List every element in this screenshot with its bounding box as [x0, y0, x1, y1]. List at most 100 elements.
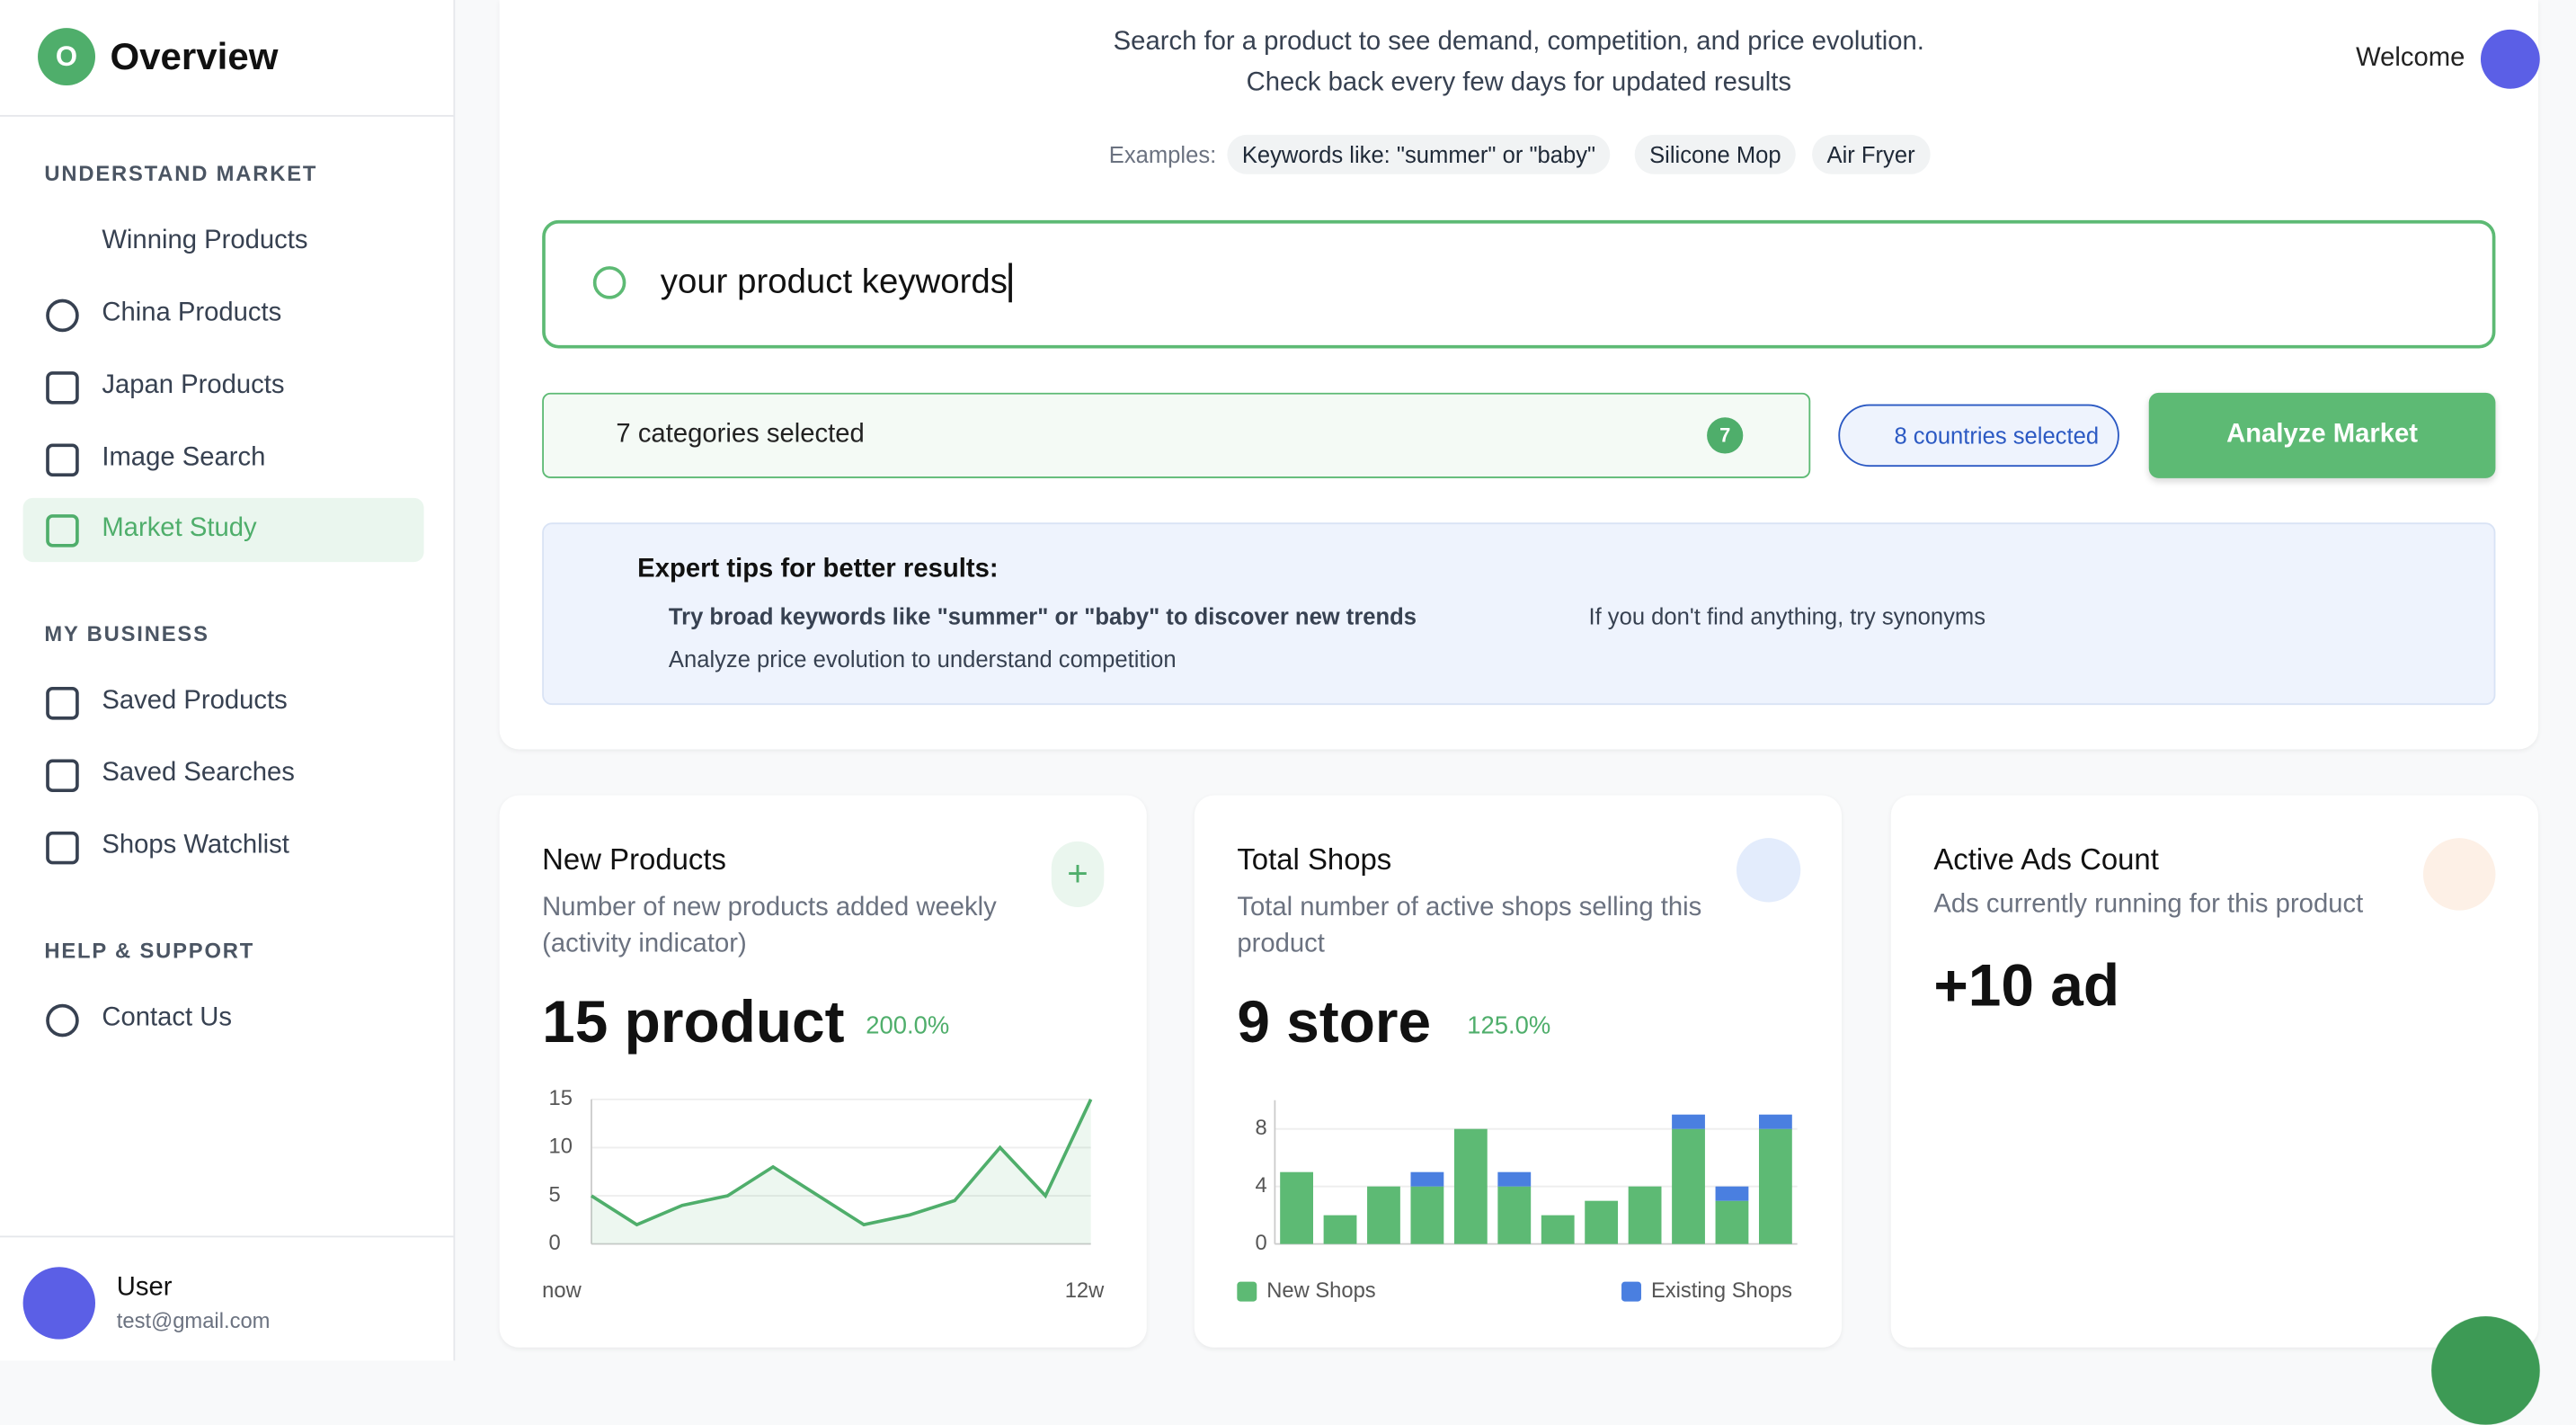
divider: [0, 114, 454, 117]
bar: [1672, 1128, 1705, 1244]
charts: 0 5 10 15 now 12w 0 4 8 New Shops Existing Shops: [542, 1086, 1798, 1303]
bar: [1497, 1171, 1532, 1187]
search-box[interactable]: [542, 219, 2496, 349]
legend-swatch: [1621, 1281, 1641, 1302]
tip: If you don't find anything, try synonyms: [1588, 602, 1986, 630]
section-title: UNDERSTAND MARKET: [44, 161, 318, 186]
example-chip[interactable]: Keywords like: "summer" or "baby": [1227, 134, 1611, 174]
nav-item[interactable]: Shops Watchlist: [102, 831, 289, 859]
icon: [46, 443, 79, 477]
y-tick-label: 4: [1255, 1173, 1266, 1198]
header-text: Check back every few days for updated re…: [1246, 68, 1791, 97]
card-icon: +: [1051, 841, 1105, 907]
bar: [1410, 1186, 1444, 1244]
section-title: HELP & SUPPORT: [44, 938, 255, 964]
bar: [1497, 1186, 1532, 1244]
example-chip[interactable]: Silicone Mop: [1634, 134, 1797, 174]
card-change: 200.0%: [866, 1011, 950, 1040]
card-title: Total Shops: [1237, 842, 1392, 877]
card-icon: [2423, 838, 2496, 911]
badge: 7: [1707, 417, 1744, 454]
y-tick-label: 10: [548, 1135, 572, 1159]
card-value: +10 ad: [1933, 951, 2120, 1020]
card-desc: Number of new products added weekly (act…: [542, 894, 997, 958]
nav-item[interactable]: Image Search: [102, 443, 266, 472]
card-value: 9 store: [1237, 987, 1432, 1055]
area: [591, 1099, 1091, 1244]
nav-item[interactable]: China Products: [102, 298, 282, 327]
header-text: Search for a product to see demand, comp…: [1113, 28, 1924, 57]
card-title: New Products: [542, 842, 726, 877]
user-name: User: [116, 1273, 173, 1302]
card-desc: Ads currently running for this product: [1933, 890, 2364, 919]
app-title: Overview: [110, 34, 279, 77]
card-value: 15 product: [542, 987, 845, 1055]
category-text: 7 categories selected: [616, 420, 865, 449]
x-tick-label: 12w: [1065, 1278, 1105, 1303]
search-icon: [592, 266, 626, 299]
nav-item[interactable]: Saved Searches: [102, 759, 295, 788]
avatar[interactable]: [2480, 29, 2540, 89]
card-change: 125.0%: [1467, 1011, 1551, 1040]
bar: [1280, 1171, 1313, 1244]
icon: [46, 687, 79, 720]
y-tick-label: 0: [1255, 1231, 1266, 1255]
tip: Try broad keywords like "summer" or "bab…: [668, 602, 1417, 630]
tip: Analyze price evolution to understand co…: [668, 646, 1177, 672]
icon: [46, 1003, 79, 1038]
icon: [46, 831, 79, 865]
line: [591, 1099, 1093, 1227]
example-chip[interactable]: Air Fryer: [1812, 134, 1931, 174]
bar: [1585, 1200, 1619, 1244]
x-tick-label: now: [542, 1278, 582, 1303]
nav-item[interactable]: Saved Products: [102, 687, 288, 716]
legend-label: Existing Shops: [1651, 1278, 1792, 1303]
avatar[interactable]: [22, 1267, 96, 1340]
user-email: test@gmail.com: [116, 1307, 271, 1333]
nav-item[interactable]: Winning Products: [102, 227, 308, 255]
active-bg: [22, 497, 424, 563]
divider: [0, 1235, 454, 1238]
bar: [1672, 1114, 1705, 1129]
bar: [1715, 1186, 1749, 1201]
bar: [1628, 1186, 1662, 1244]
legend-label: New Shops: [1266, 1278, 1376, 1303]
y-tick-label: 15: [548, 1086, 572, 1110]
icon: [46, 759, 79, 792]
bar: [1758, 1128, 1792, 1244]
y-tick-label: 8: [1255, 1116, 1266, 1140]
search-input[interactable]: your product keywords: [661, 263, 1013, 303]
bar: [1323, 1215, 1357, 1244]
nav-item[interactable]: Market Study: [102, 514, 257, 543]
sidebar: O Overview UNDERSTAND MARKET Winning Pro…: [0, 0, 456, 1361]
tips-title: Expert tips for better results:: [637, 555, 999, 583]
legend-swatch: [1237, 1281, 1257, 1302]
section-title: MY BUSINESS: [44, 620, 209, 646]
stat-card: [1194, 795, 1842, 1348]
examples-label: Examples:: [1108, 141, 1217, 168]
bar: [1410, 1171, 1444, 1187]
welcome: Welcome: [2356, 44, 2465, 73]
nav-item[interactable]: Japan Products: [102, 371, 285, 400]
analyze-button[interactable]: Analyze Market: [2148, 392, 2496, 478]
category-select[interactable]: [542, 392, 1811, 478]
country-select[interactable]: [1838, 404, 2119, 468]
card-icon: [1736, 838, 1801, 903]
icon: [46, 371, 79, 405]
card-title: Active Ads Count: [1933, 842, 2159, 877]
bar: [1758, 1114, 1792, 1129]
bar: [1367, 1186, 1400, 1244]
bar: [1453, 1128, 1488, 1244]
tips-box: [542, 522, 2496, 706]
y-tick-label: 5: [548, 1182, 560, 1207]
bar: [1541, 1215, 1575, 1244]
icon: [46, 514, 79, 548]
logo: O: [38, 28, 96, 86]
nav-item[interactable]: Contact Us: [102, 1003, 232, 1032]
bar: [1715, 1200, 1749, 1244]
icon: [46, 298, 79, 333]
card-desc: Total number of active shops selling thi…: [1237, 894, 1702, 958]
stat-card: [499, 795, 1147, 1348]
